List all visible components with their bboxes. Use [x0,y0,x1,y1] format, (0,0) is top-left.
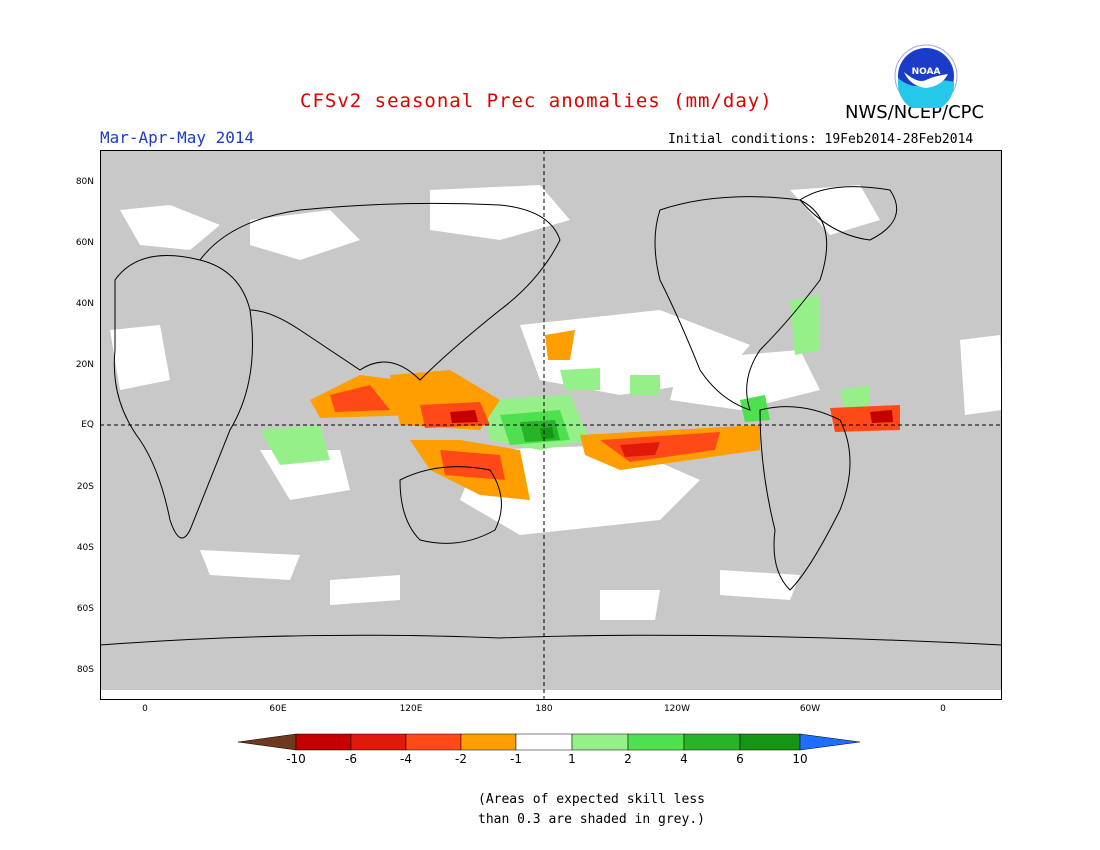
colorbar-bin-3 [405,733,462,751]
noaa-logo: NOAA [894,44,958,108]
lat-tick-80n: 80N [75,177,94,187]
colorbar-bin-4 [460,733,517,751]
lat-tick-40s: 40S [76,543,94,553]
lon-tick-0-east: 0 [940,704,946,714]
colorbar-bin-5 [515,733,573,751]
initial-conditions-label: Initial conditions: 19Feb2014-28Feb2014 [668,132,974,147]
colorbar-label-minus6: -6 [345,752,357,766]
colorbar-label-minus1: -1 [510,752,522,766]
colorbar-low-arrow [238,733,297,751]
colorbar-label-minus10: -10 [286,752,306,766]
map-frame [100,150,1002,700]
skill-note-line-2: than 0.3 are shaded in grey.) [478,812,705,827]
precip-anomaly-map [100,150,1002,700]
colorbar-label-2: 2 [624,752,632,766]
lon-tick-180: 180 [535,704,553,714]
lon-tick-60e: 60E [269,704,287,714]
colorbar-bin-1 [295,733,352,751]
lon-tick-60w: 60W [799,704,821,714]
lat-tick-80s: 80S [76,665,94,675]
noaa-logo-text: NOAA [912,67,941,77]
colorbar-label-6: 6 [736,752,744,766]
colorbar-bin-2 [350,733,407,751]
lat-tick-60s: 60S [76,604,94,614]
agency-label: NWS/NCEP/CPC [845,102,985,123]
lat-tick-20n: 20N [75,360,94,370]
colorbar-label-4: 4 [680,752,688,766]
neutral-regions [100,185,1002,700]
continent-outlines [100,186,1002,646]
lat-tick-40n: 40N [75,299,94,309]
colorbar-bin-7 [627,733,685,751]
colorbar [238,733,861,751]
colorbar-bin-9 [739,733,801,751]
lat-tick-60n: 60N [75,238,94,248]
season-label: Mar-Apr-May 2014 [100,128,255,147]
chart-title: CFSv2 seasonal Prec anomalies (mm/day) [300,90,773,112]
lon-tick-120e: 120E [399,704,423,714]
skill-note-line-1: (Areas of expected skill less [478,792,705,807]
colorbar-bin-8 [683,733,741,751]
colorbar-label-minus2: -2 [455,752,467,766]
lon-tick-120w: 120W [663,704,691,714]
colorbar-label-10: 10 [792,752,808,766]
colorbar-bin-6 [571,733,629,751]
dry-anomalies [310,330,900,500]
lon-tick-0-west: 0 [142,704,148,714]
colorbar-high-arrow [799,733,861,751]
lat-tick-eq: EQ [81,420,94,430]
colorbar-label-minus4: -4 [400,752,412,766]
lat-tick-20s: 20S [76,482,94,492]
colorbar-label-1: 1 [568,752,576,766]
